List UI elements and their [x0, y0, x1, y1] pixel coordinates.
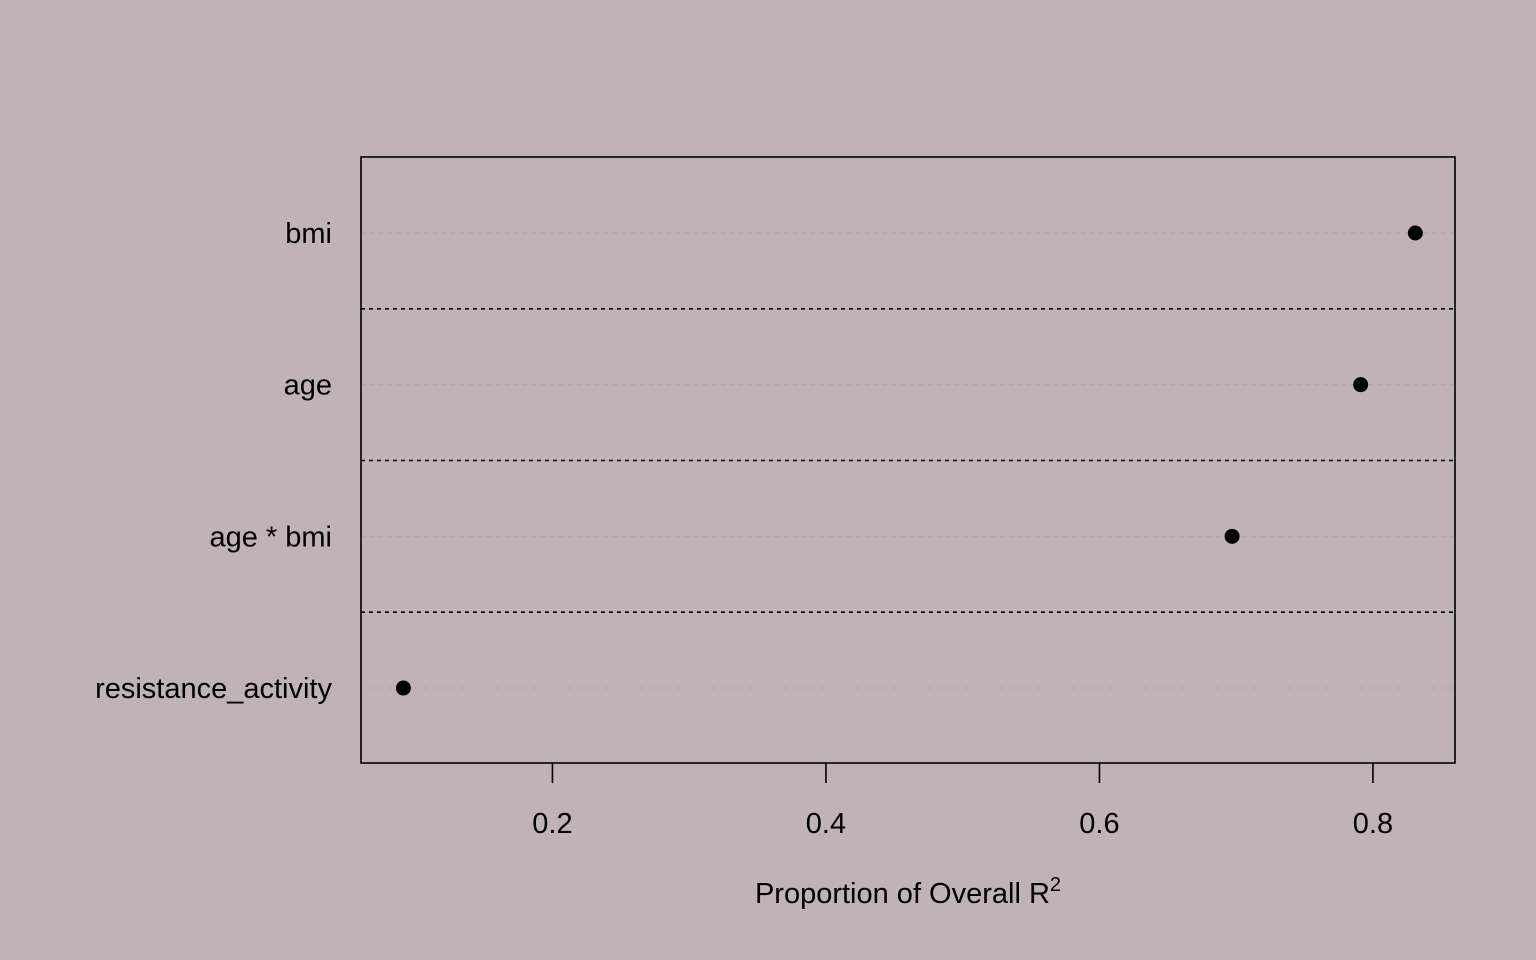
data-point — [1224, 528, 1240, 544]
y-category-label: age — [284, 370, 332, 402]
data-point — [1407, 225, 1423, 241]
x-tick-label: 0.2 — [532, 808, 572, 840]
x-axis-title: Proportion of Overall R2 — [755, 874, 1061, 910]
x-axis-title-text: Proportion of Overall R — [755, 878, 1050, 910]
plot-frame — [360, 156, 1456, 764]
data-point — [1353, 377, 1369, 393]
y-category-label: age * bmi — [209, 521, 332, 553]
y-category-label: resistance_activity — [95, 673, 332, 705]
y-category-label: bmi — [285, 218, 332, 250]
data-points — [395, 225, 1423, 696]
x-tick-label: 0.6 — [1079, 808, 1119, 840]
x-axis-title-superscript: 2 — [1050, 874, 1061, 896]
row-guide-lines — [361, 232, 1455, 689]
x-tick-label: 0.4 — [806, 808, 846, 840]
row-separators — [361, 308, 1455, 613]
x-tick-label: 0.8 — [1353, 808, 1393, 840]
x-axis: 0.2 0.4 0.6 0.8 — [532, 763, 1393, 840]
y-axis-category-labels: bmi age age * bmi resistance_activity — [95, 218, 332, 705]
data-point — [395, 680, 411, 696]
